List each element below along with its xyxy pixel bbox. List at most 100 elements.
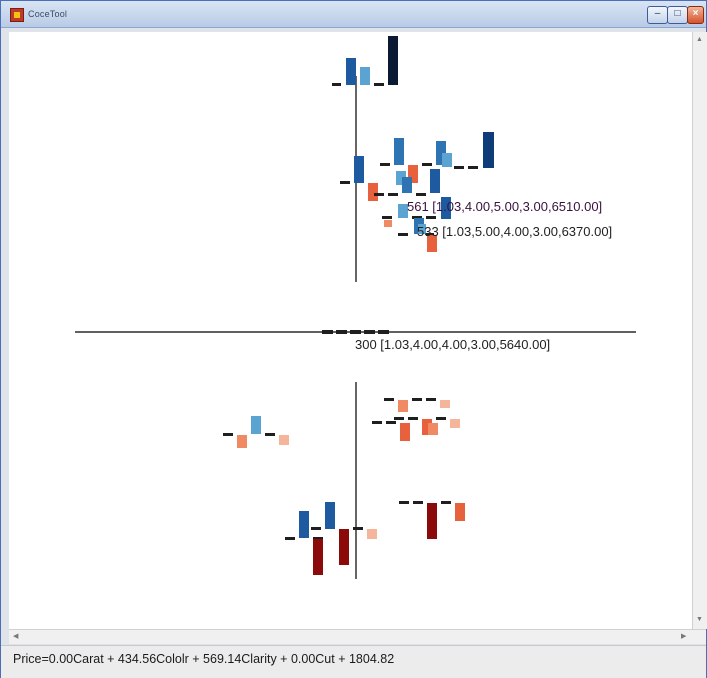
title-bar[interactable]: CoceTool – □ ×: [1, 1, 706, 28]
status-bar: Price=0.00Carat + 434.56Cololr + 569.14C…: [1, 645, 706, 678]
glyph-bar: [412, 398, 422, 401]
glyph-bar: [354, 156, 364, 183]
scroll-up-icon[interactable]: ▲: [696, 36, 703, 43]
glyph-bar: [364, 330, 375, 334]
glyph-bar: [360, 67, 370, 85]
glyph-bar: [422, 163, 432, 166]
glyph-cluster-left[interactable]: [223, 416, 289, 448]
glyph-bar: [398, 204, 408, 218]
close-icon: ×: [692, 8, 699, 19]
window-title: CoceTool: [28, 9, 68, 19]
glyph-cluster-lower-left[interactable]: [285, 502, 377, 575]
glyph-bar: [422, 419, 432, 435]
glyph-bar: [442, 153, 452, 167]
plot-area: 561 [1.03,4.00,5.00,3.00,6510.00] 533 [1…: [9, 32, 692, 629]
minimize-button[interactable]: –: [647, 6, 668, 24]
glyph-bar: [394, 417, 404, 420]
glyph-bar: [412, 216, 422, 219]
glyph-bar: [426, 216, 436, 219]
glyph-bar: [350, 330, 361, 334]
glyph-bar: [440, 400, 450, 408]
glyph-cluster-mid-right[interactable]: [372, 398, 460, 441]
scroll-left-icon[interactable]: ◀: [13, 633, 19, 640]
record-label-300: 300 [1.03,4.00,4.00,3.00,5640.00]: [355, 337, 550, 352]
glyph-bar: [441, 501, 451, 504]
minimize-icon: –: [654, 8, 661, 19]
maximize-button[interactable]: □: [667, 6, 688, 24]
glyph-bar: [416, 193, 426, 196]
glyph-bar: [346, 58, 356, 85]
glyph-bar: [450, 419, 460, 428]
glyph-cluster-upper-right[interactable]: [340, 132, 494, 252]
glyph-bar: [436, 141, 446, 165]
glyph-bar: [426, 233, 434, 236]
glyph-bar: [441, 197, 451, 219]
close-button[interactable]: ×: [687, 6, 704, 24]
glyph-bar: [396, 171, 406, 185]
glyph-bar: [322, 330, 333, 334]
glyph-bar: [430, 169, 440, 193]
glyph-bar: [336, 330, 347, 334]
glyph-bar: [386, 421, 396, 424]
glyph-bar: [340, 181, 350, 184]
regression-formula: Price=0.00Carat + 434.56Cololr + 569.14C…: [13, 652, 395, 666]
horizontal-scrollbar[interactable]: ◀ ▶: [9, 629, 706, 644]
glyph-bar: [408, 165, 418, 183]
app-icon: [10, 8, 24, 22]
glyph-bar: [428, 423, 438, 435]
glyph-bar: [427, 235, 437, 252]
glyph-bar: [265, 433, 275, 436]
glyph-bar: [388, 193, 398, 196]
glyph-bar: [427, 503, 437, 539]
glyph-cluster-center[interactable]: [322, 330, 389, 334]
glyph-bar: [223, 433, 233, 436]
glyph-bar: [332, 83, 341, 86]
glyph-bar: [325, 502, 335, 529]
glyph-bar: [279, 435, 289, 445]
glyph-cluster-lower-right[interactable]: [399, 501, 465, 539]
glyph-bar: [454, 166, 464, 169]
glyph-bar: [408, 417, 418, 420]
vertical-scrollbar[interactable]: ▲ ▼: [692, 32, 707, 629]
glyph-bar: [374, 83, 384, 86]
record-label-533: 533 [1.03,5.00,4.00,3.00,6370.00]: [417, 224, 612, 239]
maximize-icon: □: [674, 8, 681, 19]
scroll-down-icon[interactable]: ▼: [696, 616, 703, 623]
glyph-bar: [384, 220, 392, 227]
glyph-bar: [413, 501, 423, 504]
glyph-bar: [400, 423, 410, 441]
glyph-bar: [426, 398, 436, 401]
glyph-bar: [483, 132, 494, 168]
glyph-bar: [399, 501, 409, 504]
glyph-bar: [398, 400, 408, 412]
record-label-561: 561 [1.03,4.00,5.00,3.00,6510.00]: [407, 199, 602, 214]
glyph-bar: [384, 398, 394, 401]
glyph-bar: [418, 224, 426, 234]
glyph-bar: [394, 138, 404, 165]
glyph-bar: [468, 166, 478, 169]
glyph-bar: [388, 36, 398, 85]
glyph-bar: [285, 537, 295, 540]
glyph-bar: [313, 539, 323, 575]
glyph-bar: [436, 417, 446, 420]
glyph-bar: [374, 193, 384, 196]
glyph-bar: [353, 527, 363, 530]
glyph-bar: [237, 435, 247, 448]
glyph-bar: [251, 416, 261, 434]
glyph-cluster-top[interactable]: [332, 36, 398, 86]
scroll-right-icon[interactable]: ▶: [681, 633, 687, 640]
glyph-bar: [313, 537, 323, 540]
glyph-bar: [402, 177, 412, 193]
glyph-bar: [398, 233, 408, 236]
glyph-bar: [372, 421, 382, 424]
glyph-bar: [299, 511, 309, 538]
glyph-bar: [311, 527, 321, 530]
glyph-bar: [455, 503, 465, 521]
glyph-bar: [380, 163, 390, 166]
glyph-bar: [367, 529, 377, 539]
glyph-bar: [378, 330, 389, 334]
glyph-bar: [382, 216, 392, 219]
glyph-bar: [339, 529, 349, 565]
plot-canvas[interactable]: 561 [1.03,4.00,5.00,3.00,6510.00] 533 [1…: [9, 32, 692, 629]
